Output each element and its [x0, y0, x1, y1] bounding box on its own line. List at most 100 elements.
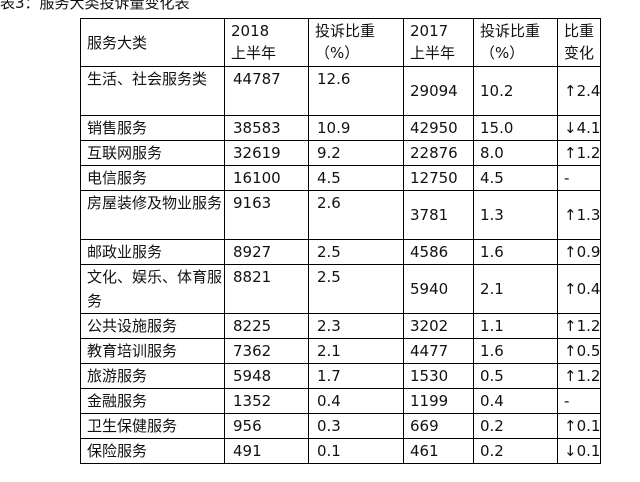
table-row: 旅游服务 5948 1.7 1530 0.5 ↑1.2 [80, 363, 602, 389]
row-2018-count: 5948 [224, 363, 309, 389]
row-2017-share: 2.1 [473, 264, 558, 314]
row-2017-share: 0.2 [473, 438, 558, 464]
row-2018-share: 0.1 [308, 438, 404, 464]
row-2018-share: 2.5 [308, 264, 404, 314]
row-2017-count: 3781 [403, 190, 474, 240]
row-2017-count: 5940 [403, 264, 474, 314]
row-change: ↑0.1 [556, 413, 602, 439]
header-2017-year: 2017 [410, 22, 449, 40]
row-2017-count: 12750 [403, 165, 474, 191]
table-row: 公共设施服务 8225 2.3 3202 1.1 ↑1.2 [80, 313, 602, 339]
row-2018-share: 4.5 [308, 165, 404, 191]
row-2017-share: 0.2 [473, 413, 558, 439]
row-change: ↓0.1 [556, 438, 602, 464]
row-category: 公共设施服务 [80, 313, 225, 339]
row-2018-count: 8821 [224, 264, 309, 314]
row-2017-count: 1199 [403, 388, 474, 414]
table-caption: 表3：服务大类投诉量变化表 [0, 0, 190, 12]
row-2018-count: 7362 [224, 338, 309, 364]
row-change: ↑2.4 [556, 66, 602, 116]
row-2018-share: 0.3 [308, 413, 404, 439]
header-share-2018: 投诉比重 （%） [308, 18, 404, 67]
header-share-2018-unit: （%） [315, 44, 360, 62]
row-2018-count: 491 [224, 438, 309, 464]
row-category: 卫生保健服务 [80, 413, 225, 439]
row-2018-share: 9.2 [308, 140, 404, 166]
row-2017-share: 10.2 [473, 66, 558, 116]
header-2018-period: 上半年 [231, 44, 277, 62]
row-2018-count: 44787 [224, 66, 309, 116]
header-change-line1: 比重 [564, 22, 595, 40]
table-row: 销售服务 38583 10.9 42950 15.0 ↓4.1 [80, 115, 602, 141]
header-2017: 2017 上半年 [403, 18, 474, 67]
row-category: 保险服务 [80, 438, 225, 464]
row-2017-share: 4.5 [473, 165, 558, 191]
table-row: 邮政业服务 8927 2.5 4586 1.6 ↑0.9 [80, 239, 602, 265]
row-2017-count: 669 [403, 413, 474, 439]
row-2018-share: 10.9 [308, 115, 404, 141]
row-2017-share: 1.6 [473, 338, 558, 364]
row-2018-count: 38583 [224, 115, 309, 141]
table-row: 教育培训服务 7362 2.1 4477 1.6 ↑0.5 [80, 338, 602, 364]
row-2017-share: 1.6 [473, 239, 558, 265]
row-2018-count: 9163 [224, 190, 309, 240]
row-2018-count: 956 [224, 413, 309, 439]
row-2017-count: 3202 [403, 313, 474, 339]
row-category: 电信服务 [80, 165, 225, 191]
header-share-2017-label: 投诉比重 [480, 22, 541, 40]
row-2018-share: 2.6 [308, 190, 404, 240]
header-category: 服务大类 [80, 18, 225, 67]
header-2017-period: 上半年 [410, 44, 456, 62]
table-row: 保险服务 491 0.1 461 0.2 ↓0.1 [80, 438, 602, 464]
header-change-line2: 变化 [564, 44, 595, 62]
row-2017-count: 42950 [403, 115, 474, 141]
header-share-2017: 投诉比重 （%） [473, 18, 558, 67]
table-row: 文化、娱乐、体育服务 8821 2.5 5940 2.1 ↑0.4 [80, 264, 602, 314]
row-2017-share: 15.0 [473, 115, 558, 141]
table-row: 房屋装修及物业服务 9163 2.6 3781 1.3 ↑1.3 [80, 190, 602, 240]
row-2017-count: 1530 [403, 363, 474, 389]
row-2018-share: 2.3 [308, 313, 404, 339]
row-2017-count: 461 [403, 438, 474, 464]
row-category: 旅游服务 [80, 363, 225, 389]
row-2017-count: 29094 [403, 66, 474, 116]
row-category: 教育培训服务 [80, 338, 225, 364]
row-category: 生活、社会服务类 [80, 66, 225, 116]
header-share-2018-label: 投诉比重 [315, 22, 376, 40]
table-row: 互联网服务 32619 9.2 22876 8.0 ↑1.2 [80, 140, 602, 166]
row-change: ↑1.3 [556, 190, 602, 240]
row-2017-count: 4586 [403, 239, 474, 265]
row-change: ↑1.2 [556, 363, 602, 389]
row-2017-share: 1.3 [473, 190, 558, 240]
header-2018-year: 2018 [231, 22, 270, 40]
row-2018-share: 0.4 [308, 388, 404, 414]
row-change: ↑0.5 [556, 338, 602, 364]
row-2017-share: 8.0 [473, 140, 558, 166]
row-category: 互联网服务 [80, 140, 225, 166]
row-2018-share: 2.5 [308, 239, 404, 265]
row-change: ↑0.4 [556, 264, 602, 314]
row-2017-share: 0.5 [473, 363, 558, 389]
row-change: ↑1.2 [556, 140, 602, 166]
row-2018-count: 8225 [224, 313, 309, 339]
row-2018-count: 16100 [224, 165, 309, 191]
row-category: 房屋装修及物业服务 [80, 190, 225, 240]
row-category: 金融服务 [80, 388, 225, 414]
row-change: ↓4.1 [556, 115, 602, 141]
row-2018-count: 32619 [224, 140, 309, 166]
complaints-table: 服务大类 2018 上半年 投诉比重 （%） 2017 上半年 投诉比重 （%） 比重变… [80, 18, 602, 464]
row-change: ↑1.2 [556, 313, 602, 339]
table-row: 金融服务 1352 0.4 1199 0.4 - [80, 388, 602, 414]
row-change: ↑0.9 [556, 239, 602, 265]
row-2018-share: 2.1 [308, 338, 404, 364]
row-2017-share: 0.4 [473, 388, 558, 414]
row-category: 文化、娱乐、体育服务 [80, 264, 225, 314]
row-2017-count: 4477 [403, 338, 474, 364]
table-row: 卫生保健服务 956 0.3 669 0.2 ↑0.1 [80, 413, 602, 439]
row-2018-count: 8927 [224, 239, 309, 265]
row-change: - [556, 165, 602, 191]
header-share-2017-unit: （%） [480, 44, 525, 62]
row-2018-share: 1.7 [308, 363, 404, 389]
table-row: 生活、社会服务类 44787 12.6 29094 10.2 ↑2.4 [80, 66, 602, 116]
table-row: 电信服务 16100 4.5 12750 4.5 - [80, 165, 602, 191]
